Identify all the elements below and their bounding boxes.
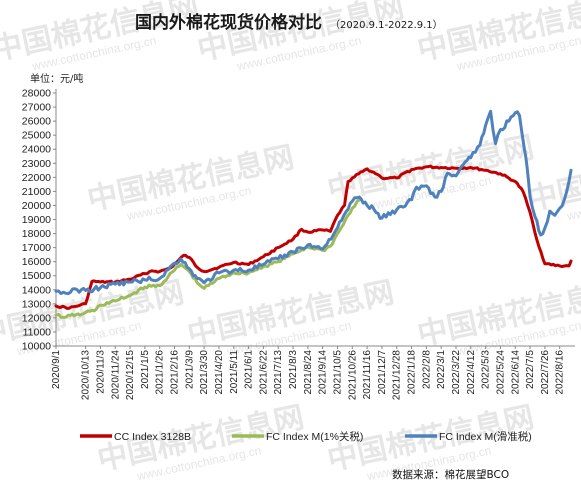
y-tick-label: 17000: [22, 242, 51, 254]
x-tick-label: 2021/4/20: [214, 350, 225, 395]
x-tick-label: 2020/11/3: [95, 350, 106, 394]
legend-label-1: CC Index 3128B: [114, 431, 191, 443]
x-tick-label: 2022/7/26: [540, 350, 551, 395]
x-tick-label: 2021/8/3: [288, 350, 299, 389]
y-tick-label: 16000: [22, 256, 51, 268]
x-tick-label: 2022/5/3: [481, 350, 492, 389]
y-tick-label: 24000: [22, 144, 51, 156]
y-tick-label: 28000: [22, 88, 51, 100]
y-tick-label: 11000: [23, 326, 52, 338]
x-tick-label: 2022/3/1: [436, 350, 447, 389]
x-tick-label: 2021/3/9: [184, 350, 195, 389]
series-line-2: [54, 198, 361, 319]
x-axis: 2020/9/1 2020/10/13 2020/11/3 2020/11/24 202…: [51, 345, 575, 400]
source-label: 数据来源：棉花展望BCO: [392, 468, 509, 481]
x-tick-label: 2021/3/30: [199, 350, 210, 395]
y-tick-label: 10000: [22, 341, 51, 353]
y-tick-label: 12000: [22, 312, 51, 324]
x-tick-label: 2022/6/14: [510, 350, 521, 395]
legend: CC Index 3128B FC Index M(1%关税) FC Index M…: [80, 430, 532, 443]
y-tick-label: 19000: [22, 214, 51, 226]
x-tick-label: 2021/6/1: [244, 350, 255, 389]
y-tick-label: 27000: [22, 102, 51, 114]
y-tick-label: 23000: [22, 158, 51, 170]
x-tick-label: 2022/2/8: [421, 350, 432, 389]
y-tick-label: 21000: [22, 186, 51, 198]
x-tick-label: 2021/8/24: [303, 350, 314, 395]
x-tick-label: 2021/12/7: [377, 350, 388, 395]
x-tick-label: 2022/3/22: [451, 350, 462, 395]
chart-title: 国内外棉花现货价格对比: [135, 12, 322, 33]
x-tick-label: 2022/1/18: [407, 350, 418, 395]
legend-label-3: FC Index M(滑准税): [439, 430, 532, 443]
x-tick-label: 2021/11/16: [362, 350, 373, 400]
x-tick-label: 2021/7/13: [273, 350, 284, 395]
y-tick-label: 26000: [22, 116, 51, 128]
x-tick-label: 2022/5/24: [495, 350, 506, 395]
legend-label-2: FC Index M(1%关税): [266, 430, 363, 443]
series-line-1: [54, 164, 573, 310]
y-axis: 10000 11000 12000 13000 14000 15000 16000 17000…: [22, 88, 57, 353]
x-tick-label: 2021/2/16: [170, 350, 181, 395]
x-tick-label: 2022/8/16: [555, 350, 566, 395]
x-tick-label: 2021/1/5: [140, 350, 151, 389]
x-tick-label: 2022/7/5: [525, 350, 536, 389]
x-tick-label: 2020/12/15: [125, 350, 136, 400]
x-tick-label: 2021/9/14: [318, 350, 329, 395]
unit-label: 单位：元/吨: [30, 72, 83, 85]
chart-subtitle: （2020.9.1-2022.9.1）: [330, 19, 443, 31]
y-tick-label: 20000: [22, 200, 51, 212]
series-line-3: [54, 109, 573, 296]
y-tick-label: 15000: [22, 270, 51, 282]
x-tick-label: 2021/10/5: [332, 350, 343, 395]
x-tick-label: 2021/1/26: [155, 350, 166, 395]
y-tick-label: 13000: [22, 298, 51, 310]
x-tick-label: 2021/6/22: [258, 350, 269, 395]
x-tick-label: 2021/10/26: [347, 350, 358, 400]
y-tick-label: 25000: [22, 130, 51, 142]
x-tick-label: 2020/10/13: [81, 350, 92, 400]
x-tick-label: 2022/4/12: [466, 350, 477, 395]
y-tick-label: 14000: [22, 284, 51, 296]
y-tick-label: 22000: [22, 172, 51, 184]
x-tick-label: 2021/5/11: [229, 350, 240, 394]
x-tick-label: 2020/11/24: [110, 350, 121, 400]
series-layer: [54, 109, 573, 319]
x-tick-label: 2021/12/28: [392, 350, 403, 400]
x-tick-label: 2020/9/1: [51, 350, 62, 389]
y-tick-label: 18000: [22, 228, 51, 240]
